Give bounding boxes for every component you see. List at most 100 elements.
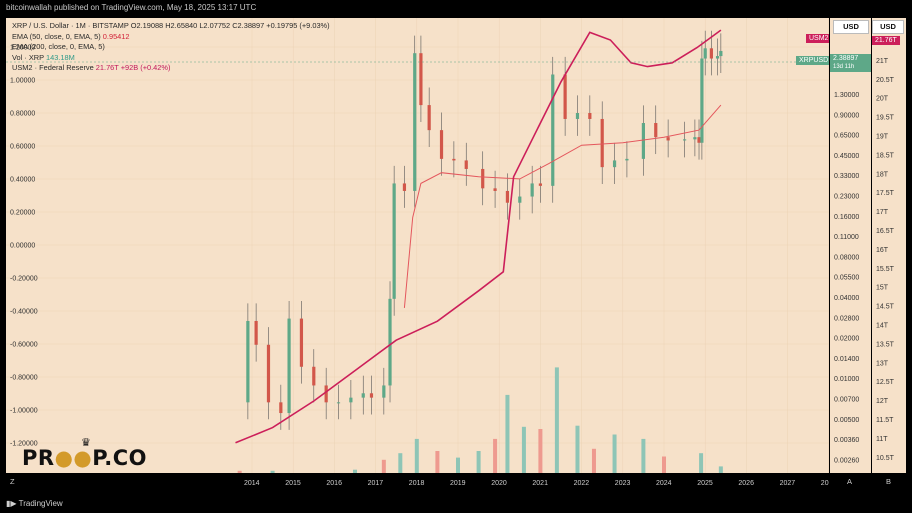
candle-body [413, 53, 417, 191]
volume-bar [270, 470, 275, 473]
published-caption: bitcoinwallah published on TradingView.c… [6, 3, 257, 12]
candle-body [538, 183, 542, 186]
top-bar: bitcoinwallah published on TradingView.c… [0, 0, 912, 17]
candle-body [419, 53, 423, 106]
tradingview-icon: ▮▶ [6, 499, 19, 508]
price-scale-a[interactable]: USD 1.30000 0.90000 0.65000 0.45000 0.33000 0… [830, 18, 871, 473]
candle-body [427, 105, 431, 131]
left-axis-tick: -0.20000 [10, 276, 38, 283]
scale-b-tick: 13T [876, 360, 889, 367]
scale-a-tick: 0.00500 [834, 417, 859, 424]
volume-bar [699, 453, 704, 473]
volume-bar [521, 426, 526, 473]
scale-b-tick: 18.5T [876, 152, 895, 159]
chart-pane[interactable]: 1.20000 1.00000 0.80000 0.60000 0.40000 0.200… [6, 18, 829, 473]
volume-bar [381, 459, 386, 473]
scale-a-tick: 0.90000 [834, 112, 859, 119]
volume-bar [554, 367, 559, 473]
legend-volume[interactable]: Vol · XRP 143.18M [12, 52, 75, 62]
tradingview-brand[interactable]: ▮▶ TradingView [6, 499, 63, 508]
legend-symbol[interactable]: XRP / U.S. Dollar · 1M · BITSTAMP O2.190… [12, 21, 330, 30]
volume-bar [662, 456, 666, 473]
scale-b-tick: 14.5T [876, 304, 895, 311]
left-axis-tick: 0.80000 [10, 111, 35, 118]
scale-a-tick: 0.45000 [834, 153, 859, 160]
zoom-icon[interactable]: Z [10, 477, 15, 486]
currency-button-a[interactable]: USD [833, 20, 869, 34]
candle-body [388, 298, 392, 386]
candle-body [600, 118, 604, 168]
volume-bar [612, 434, 617, 473]
legend: XRP / U.S. Dollar · 1M · BITSTAMP O2.190… [12, 21, 330, 74]
candle-body [369, 393, 374, 398]
candle-body [612, 160, 617, 168]
scale-b-tick: 15.5T [876, 266, 895, 273]
candle-body [709, 48, 713, 59]
x-axis-tick: 2021 [532, 480, 548, 487]
scale-b-tick: 19.5T [876, 115, 895, 122]
left-axis-tick: -1.00000 [10, 408, 38, 415]
candle-body [551, 74, 555, 186]
candle-body [279, 402, 283, 414]
volume-bar [353, 469, 357, 473]
scale-a-tick: 0.02800 [834, 315, 859, 322]
usm2-line [235, 29, 722, 444]
x-axis-tick: 2016 [326, 480, 342, 487]
scale-b-tick: 21T [876, 58, 889, 65]
currency-button-b[interactable]: USD [872, 20, 904, 34]
candle-body [697, 137, 701, 143]
x-axis-tick: 2022 [574, 480, 590, 487]
price-chart[interactable]: 1.20000 1.00000 0.80000 0.60000 0.40000 0.200… [6, 18, 829, 473]
scale-b-tick: 14T [876, 323, 889, 330]
scale-b-footer[interactable]: B [886, 477, 892, 486]
legend-ema200[interactable]: EMA (200, close, 0, EMA, 5) [12, 42, 105, 52]
volume-bar [414, 438, 419, 473]
scale-a-tick: 0.01000 [834, 376, 859, 383]
price-scale-b[interactable]: USD 21.5T21T20.5T20T19.5T19T18.5T18T17.5… [872, 18, 906, 473]
legend-usm2[interactable]: USM2 · Federal Reserve 21.76T +92B (+0.4… [12, 63, 171, 73]
x-axis-tick: 2027 [780, 480, 796, 487]
xrp-tag: XRPUSD [796, 56, 829, 65]
volume-bar [493, 438, 498, 473]
candle-body [402, 183, 407, 191]
left-axis-tick: 1.00000 [10, 78, 35, 85]
candle-body [336, 402, 341, 404]
candle-body [349, 397, 353, 403]
volume-bar [435, 451, 440, 473]
scale-b-tick: 20T [876, 96, 889, 103]
watermark-logo: PR●●P.CO [22, 446, 147, 470]
volume-bar [237, 470, 242, 473]
scale-a-tick: 0.02000 [834, 336, 859, 343]
candle-body [563, 74, 567, 119]
scale-a-tick: 0.33000 [834, 173, 859, 180]
left-axis-tick: -0.80000 [10, 375, 38, 382]
left-axis-tick: 0.00000 [10, 243, 35, 250]
scale-b-tick: 12.5T [876, 379, 895, 386]
volume-bar [456, 457, 460, 473]
legend-ema50[interactable]: EMA (50, close, 0, EMA, 5) 0.95412 [12, 31, 130, 41]
left-axis-tick: -0.40000 [10, 309, 38, 316]
scale-b-tick: 17T [876, 209, 889, 216]
candle-body [518, 196, 522, 203]
candle-body [654, 123, 658, 138]
x-axis-tick: 2023 [615, 480, 631, 487]
volume-bar [505, 394, 510, 473]
left-axis-tick: 0.60000 [10, 144, 35, 151]
scale-a-tick: 0.00700 [834, 397, 859, 404]
scale-a-tick: 0.00260 [834, 457, 859, 464]
time-axis[interactable]: 2014 2015 2016 2017 2018 2019 2020 2021 2022 2023… [6, 474, 829, 490]
scale-b-tick: 15T [876, 285, 889, 292]
bottom-bar [0, 474, 912, 513]
scale-b-tick: 12T [876, 398, 889, 405]
scale-b-tick: 16T [876, 247, 889, 254]
candle-body [299, 318, 304, 367]
candle-body [287, 318, 291, 414]
scale-b-tick: 13.5T [876, 341, 895, 348]
scale-b-tick: 16.5T [876, 228, 895, 235]
volume-bar [641, 438, 646, 473]
scale-a-tick: 0.00360 [834, 437, 859, 444]
crown-icon: ♛ [81, 437, 91, 449]
volume-bar [476, 451, 481, 473]
scale-a-footer[interactable]: A [847, 477, 853, 486]
candle-body [505, 190, 510, 203]
